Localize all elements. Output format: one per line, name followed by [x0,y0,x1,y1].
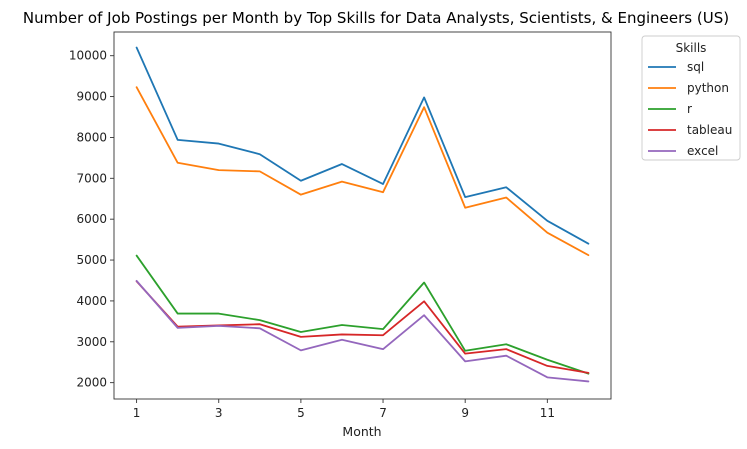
legend-label-python: python [687,81,729,95]
y-tick-label: 2000 [76,376,107,390]
legend-label-excel: excel [687,144,718,158]
y-tick-label: 5000 [76,253,107,267]
y-tick-label: 4000 [76,294,107,308]
series-line-python [135,86,590,257]
x-tick-label: 7 [379,406,387,420]
y-tick-label: 7000 [76,171,107,185]
x-tick-label: 3 [215,406,223,420]
y-tick-label: 3000 [76,335,107,349]
chart-title: Number of Job Postings per Month by Top … [23,9,729,27]
legend-label-tableau: tableau [687,123,732,137]
y-tick-label: 6000 [76,212,107,226]
legend-label-r: r [687,102,692,116]
y-tick-label: 9000 [76,90,107,104]
y-tick-label: 10000 [69,49,107,63]
series-line-excel [135,279,590,383]
x-tick-label: 11 [540,406,555,420]
y-tick-label: 8000 [76,130,107,144]
series-line-sql [135,46,590,245]
x-tick-label: 9 [461,406,469,420]
legend-title: Skills [676,41,707,55]
series-line-r [135,254,590,375]
plot-area: 2000 3000 4000 5000 6000 7000 8000 9000 10000 1 3 5… [69,31,612,420]
x-axis-label: Month [342,424,381,439]
legend: Skills sql python r tableau excel [641,35,741,161]
plot-frame [113,31,612,400]
x-tick-label: 5 [297,406,305,420]
x-tick-label: 1 [133,406,141,420]
legend-label-sql: sql [687,60,704,74]
